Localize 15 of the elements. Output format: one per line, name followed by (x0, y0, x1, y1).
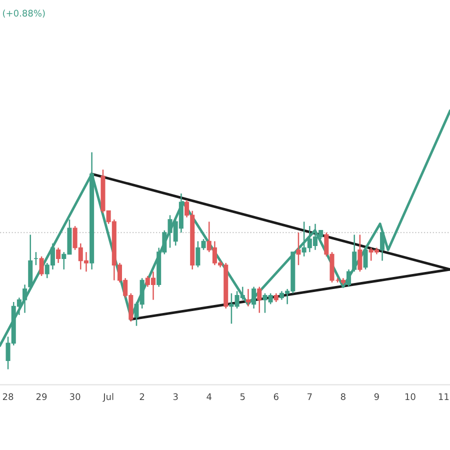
x-tick-label: 30 (70, 393, 80, 400)
x-tick-label: 3 (173, 393, 178, 400)
x-tick-label: 10 (405, 393, 416, 400)
x-tick-label: 2 (140, 393, 144, 400)
x-tick-label: 5 (240, 393, 245, 400)
x-tick-label: 8 (340, 393, 346, 400)
x-tick-label: 28 (2, 393, 14, 400)
x-tick-label: 29 (36, 393, 47, 400)
x-tick-label: 4 (206, 393, 212, 400)
x-tick-label: 6 (274, 393, 278, 400)
x-tick-label: Jul (102, 393, 114, 402)
x-tick-label: 11 (438, 393, 449, 400)
text: (+0.88%) (3, 10, 45, 18)
x-tick-label: 9 (374, 393, 379, 400)
x-tick-label: 7 (308, 393, 312, 400)
